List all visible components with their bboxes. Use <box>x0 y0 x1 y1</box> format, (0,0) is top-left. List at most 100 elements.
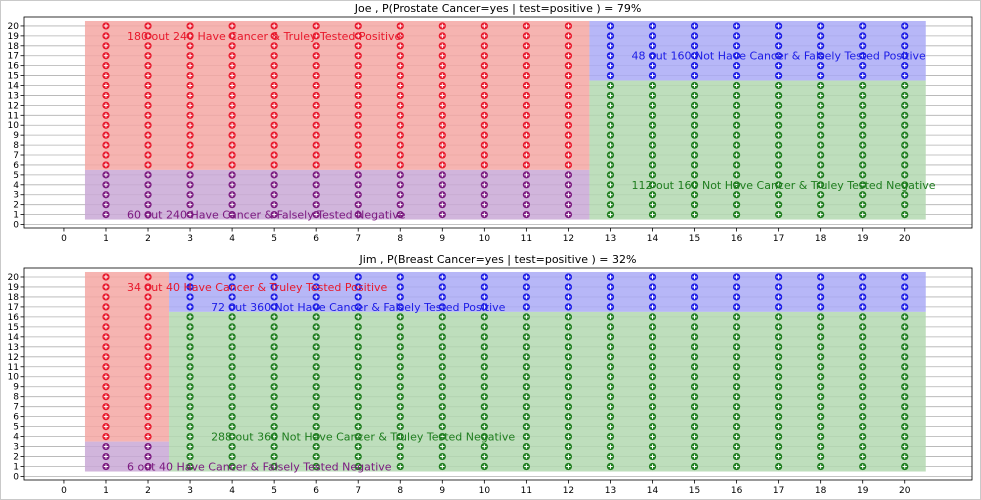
data-point <box>102 151 110 159</box>
y-tick-label: 8 <box>13 141 19 151</box>
data-point <box>732 111 741 119</box>
x-tick-label: 13 <box>605 234 616 244</box>
data-point <box>354 403 362 411</box>
y-tick-label: 1 <box>13 463 19 473</box>
data-point <box>312 101 320 109</box>
data-point <box>480 161 488 169</box>
data-point <box>270 181 278 189</box>
data-point <box>690 32 699 40</box>
data-point <box>817 403 825 411</box>
data-point <box>522 141 530 149</box>
y-tick-label: 7 <box>13 403 19 413</box>
data-point <box>270 191 278 199</box>
data-point <box>312 191 320 199</box>
data-point <box>186 52 194 60</box>
data-point <box>859 62 867 70</box>
data-point <box>564 32 573 40</box>
data-point <box>775 151 783 159</box>
data-point <box>396 42 404 50</box>
data-point <box>775 81 783 90</box>
data-point <box>144 101 152 109</box>
data-point <box>817 303 825 311</box>
data-point <box>648 171 657 179</box>
data-point <box>312 353 320 361</box>
data-point <box>564 413 573 421</box>
data-point <box>396 393 404 401</box>
region-3 <box>589 20 926 81</box>
data-point <box>648 191 657 199</box>
data-point <box>228 81 236 90</box>
y-tick-label: 11 <box>8 363 19 373</box>
data-point <box>270 201 278 209</box>
data-point <box>480 191 488 199</box>
data-point <box>480 210 488 219</box>
data-point <box>312 52 320 60</box>
data-point <box>144 210 152 219</box>
data-point <box>606 413 615 421</box>
data-point <box>480 393 488 401</box>
data-point <box>564 91 573 100</box>
data-point <box>186 333 194 341</box>
data-point <box>480 343 488 351</box>
data-point <box>102 313 110 321</box>
data-point <box>690 413 699 421</box>
data-point <box>228 111 236 119</box>
data-point <box>648 161 657 169</box>
data-point <box>102 413 110 421</box>
data-point <box>438 121 446 129</box>
data-point <box>775 101 783 109</box>
data-point <box>648 32 657 40</box>
data-point <box>144 62 152 70</box>
data-point <box>144 141 152 149</box>
data-point <box>775 22 783 30</box>
x-tick-label: 11 <box>521 486 532 496</box>
data-point <box>354 32 362 40</box>
data-point <box>775 32 783 40</box>
data-point <box>690 210 699 219</box>
data-point <box>648 52 657 60</box>
data-point <box>522 313 530 321</box>
data-point <box>228 52 236 60</box>
data-point <box>606 293 615 301</box>
data-point <box>396 333 404 341</box>
data-point <box>690 373 699 381</box>
data-point <box>228 333 236 341</box>
data-point <box>732 303 741 311</box>
data-point <box>270 62 278 70</box>
data-point <box>775 161 783 169</box>
data-point <box>564 101 573 109</box>
data-point <box>312 393 320 401</box>
data-point <box>102 22 110 30</box>
x-tick-label: 16 <box>731 486 743 496</box>
data-point <box>270 101 278 109</box>
data-point <box>102 81 110 90</box>
data-point <box>775 413 783 421</box>
data-point <box>144 181 152 189</box>
data-point <box>270 141 278 149</box>
data-point <box>817 363 825 371</box>
data-point <box>102 283 110 291</box>
data-point <box>775 462 783 471</box>
data-point <box>564 363 573 371</box>
data-point <box>228 343 236 351</box>
data-point <box>186 91 194 100</box>
data-point <box>312 343 320 351</box>
data-point <box>270 121 278 129</box>
data-point <box>354 171 362 179</box>
data-point <box>228 423 236 431</box>
data-point <box>859 42 867 50</box>
data-point <box>564 42 573 50</box>
data-point <box>648 181 657 189</box>
data-point <box>606 283 615 291</box>
data-point <box>522 52 530 60</box>
x-tick-label: 17 <box>773 486 784 496</box>
data-point <box>817 313 825 321</box>
data-point <box>228 161 236 169</box>
x-tick-label: 20 <box>899 486 911 496</box>
data-point <box>648 433 657 441</box>
data-point <box>817 353 825 361</box>
data-point <box>606 442 615 451</box>
data-point <box>438 191 446 199</box>
data-point <box>648 22 657 30</box>
data-point <box>438 62 446 70</box>
